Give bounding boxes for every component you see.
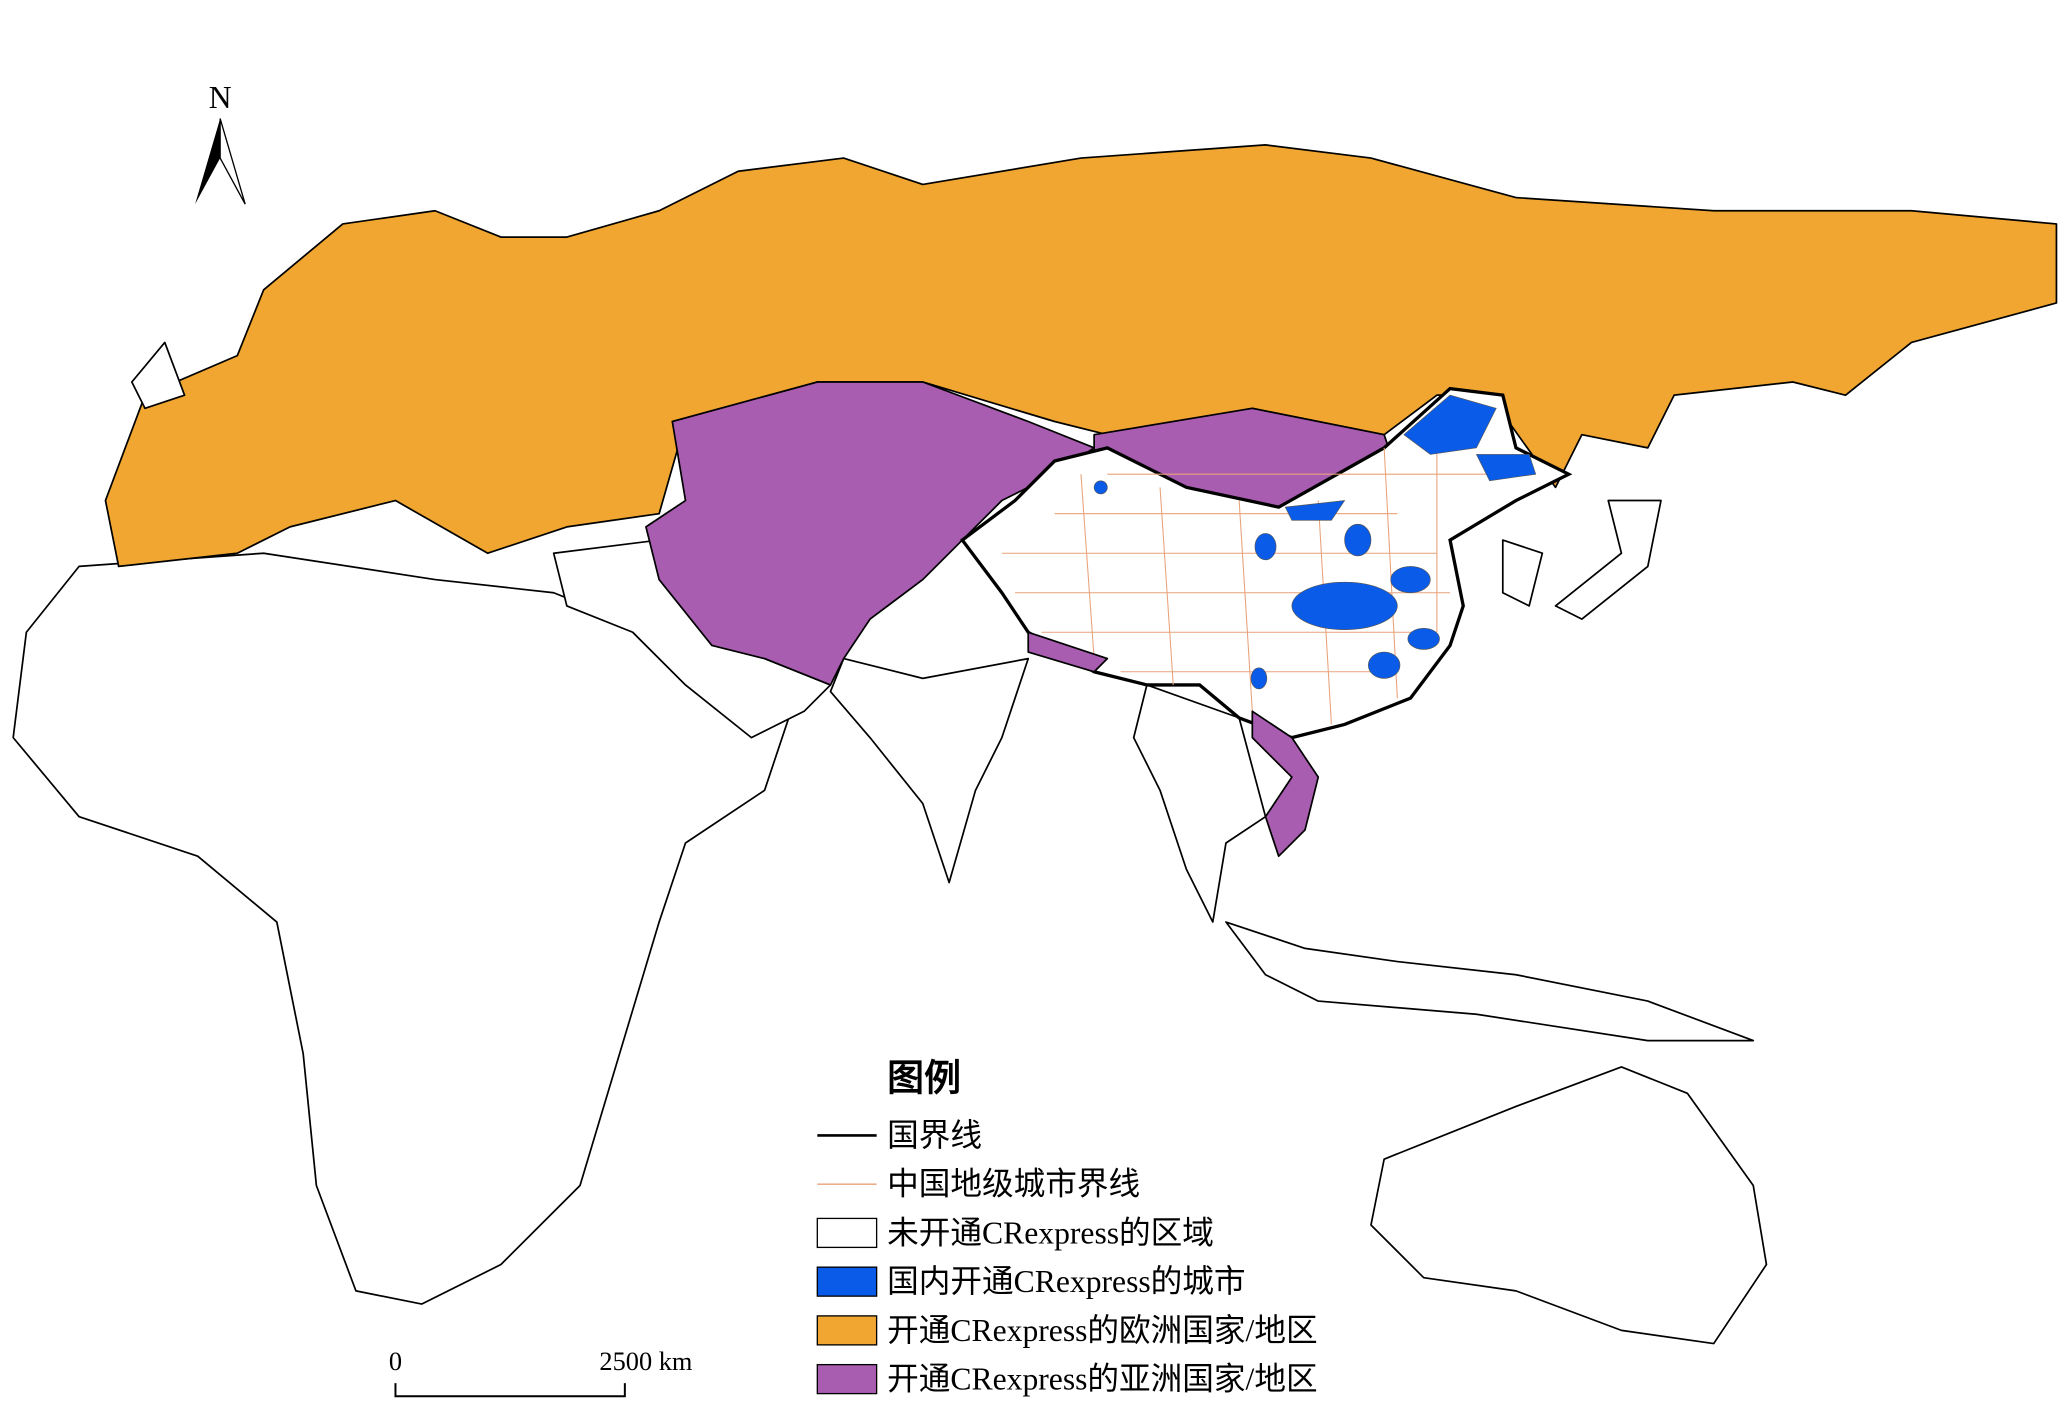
arrow-left [195,118,221,205]
legend-box [816,1266,878,1297]
europe-russia [104,144,2058,568]
scale-start: 0 [389,1347,402,1376]
japan-korea [1501,539,1544,607]
scale-end: 2500 km [599,1347,692,1376]
legend-box [816,1217,878,1249]
legend-box [816,1363,878,1395]
legend-label: 国内开通CRexpress的城市 [887,1264,1245,1299]
north-arrow: N [195,80,246,205]
legend-label: 未开通CRexpress的区域 [887,1215,1214,1250]
uk [130,341,186,410]
legend-label: 国界线 [887,1118,982,1153]
indonesia [1225,921,1755,1042]
legend-title: 图例 [887,1058,961,1099]
legend-label: 中国地级城市界线 [887,1167,1140,1202]
legend: 图例 国界线中国地级城市界线未开通CRexpress的区域国内开通CRexpre… [816,1058,1318,1397]
basemap [12,144,2058,1345]
city-boundaries [1001,421,1490,725]
legend-label: 开通CRexpress的亚洲国家/地区 [887,1362,1317,1397]
australia [1370,1066,1768,1345]
southeast-asia [1132,684,1267,923]
central-asia [645,381,1095,686]
north-label: N [209,80,232,115]
legend-label: 开通CRexpress的欧洲国家/地区 [887,1313,1317,1348]
japan [1554,499,1662,620]
scale-bar: 0 2500 km [389,1347,693,1398]
legend-box [816,1315,878,1346]
vietnam [1251,710,1320,858]
india [829,657,1030,884]
china [960,386,1573,740]
nepal [1027,631,1109,673]
arrow-right [219,118,246,205]
scale-line [394,1383,626,1398]
china-cities [1093,394,1537,690]
